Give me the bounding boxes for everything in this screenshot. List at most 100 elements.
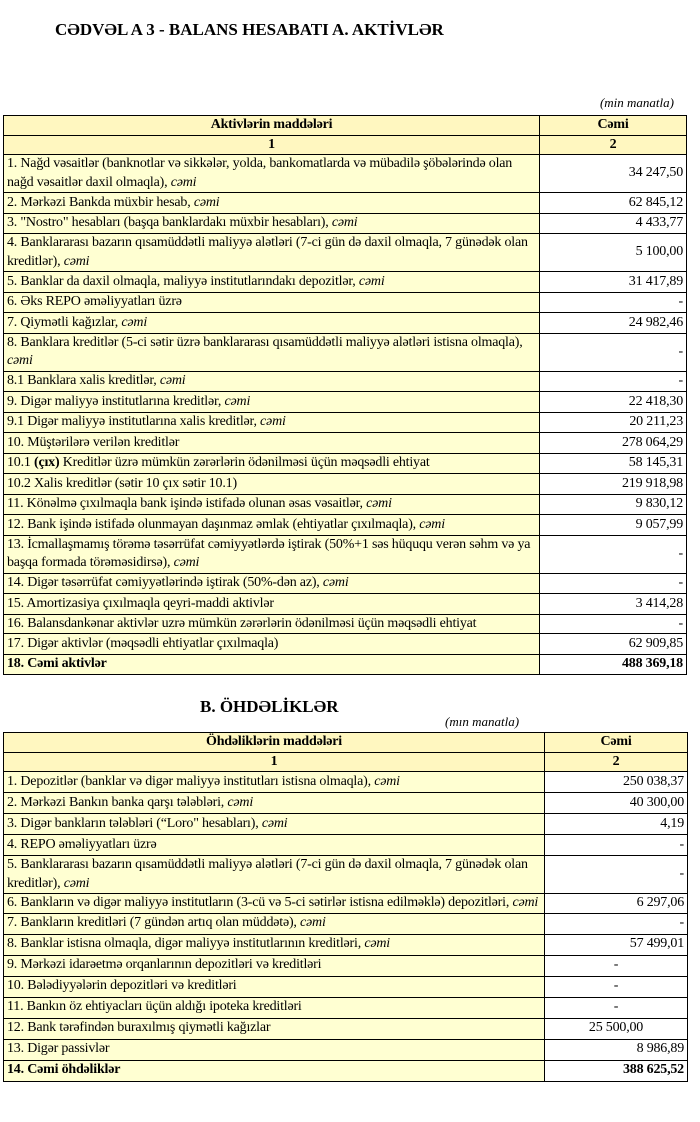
table-row: 6. Əks REPO əməliyyatları üzrə - (3, 291, 687, 313)
table-row: 8. Banklara kreditlər (5-ci sətir üzrə b… (3, 332, 687, 372)
table-row: 7. Bankların kreditləri (7 gündən artıq … (3, 912, 688, 935)
row-value: 388 625,52 (544, 1059, 688, 1082)
table-row: 12. Bank işində istifadə olunmayan daşın… (3, 514, 687, 536)
header-row: Aktivlərin maddələri Cəmi (3, 115, 687, 136)
row-label: 7. Qiymətli kağızlar, cəmi (3, 312, 540, 334)
table-row: 11. Bankın öz ehtiyacları üçün aldığı ip… (3, 996, 688, 1019)
row-label: 11. Könəlmə çıxılmaqla bank işində istif… (3, 493, 540, 515)
row-label-segment: 1. Depozitlər (banklar və digər maliyyə … (7, 773, 375, 789)
row-value: 40 300,00 (544, 792, 688, 814)
row-label: 9.1 Digər maliyyə institutlarına xalis k… (3, 411, 540, 433)
row-value: 58 145,31 (539, 452, 687, 474)
row-label-segment: 17. Digər aktivlər (məqsədli ehtiyatlar … (7, 635, 279, 651)
assets-table: Aktivlərin maddələri Cəmi 1 2 1. Nağd və… (3, 115, 687, 675)
row-label-segment: 6. Əks REPO əməliyyatları üzrə (7, 294, 182, 309)
table-row: 13. İcmallaşmamış törəmə təsərrüfat cəmi… (3, 534, 687, 574)
total-row: 18. Cəmi aktivlər 488 369,18 (3, 653, 687, 675)
table-row: 16. Balansdankənar aktivlər uzrə mümkün … (3, 613, 687, 634)
row-label-segment: cəmi (170, 174, 197, 190)
row-value: 5 100,00 (539, 233, 687, 272)
row-value: - (539, 613, 687, 634)
row-label-segment: cəmi (512, 895, 539, 910)
row-label-segment: cəmi (374, 773, 400, 789)
row-label-segment: 2. Mərkəzi Bankda müxbir hesab, (7, 194, 194, 210)
table-row: 14. Digər təsərrüfat cəmiyyətlərində işt… (3, 572, 687, 594)
section-b-title: B. ÖHDƏLİKLƏR (200, 697, 339, 716)
row-value: - (544, 954, 688, 977)
row-value: - (544, 855, 688, 894)
row-value: - (544, 975, 688, 998)
row-label-segment: cəmi (366, 496, 392, 511)
row-label-segment: 9. Digər maliyyə institutlarına kreditlə… (7, 393, 225, 409)
table-row: 4. REPO əməliyyatları üzrə - (3, 834, 688, 856)
row-label: 10.1 (çıx) Kreditlər üzrə mümkün zərərlə… (3, 452, 540, 474)
row-label: 12. Bank tərəfindən buraxılmış qiymətli … (3, 1017, 545, 1040)
row-value: 9 057,99 (539, 514, 687, 536)
row-label: 4. Banklararası bazarın qısamüddətli mal… (3, 233, 540, 272)
table-row: 3. "Nostro" hesabları (başqa banklardakı… (3, 212, 687, 234)
row-label-segment: 7. Bankların kreditləri (7 gündən artıq … (7, 915, 301, 931)
row-label: 1. Nağd vəsaitlər (banknotlar və sikkələ… (3, 154, 540, 193)
row-value: 25 500,00 (544, 1017, 688, 1040)
row-label-segment: cəmi (193, 194, 220, 210)
row-label: 8. Banklara kreditlər (5-ci sətir üzrə b… (3, 332, 540, 372)
row-value: - (539, 332, 687, 372)
row-label-segment: 8. Banklara kreditlər (5-ci sətir üzrə b… (7, 334, 523, 350)
row-label-segment: 8. Banklar istisna olmaqla, digər maliyy… (7, 936, 365, 952)
table-row: 11. Könəlmə çıxılmaqla bank işində istif… (3, 493, 687, 515)
row-value: 34 247,50 (539, 154, 687, 193)
row-value: 9 830,12 (539, 493, 687, 515)
row-value: 3 414,28 (539, 593, 687, 615)
row-label-segment: cəmi (260, 414, 286, 429)
table-row: 5. Banklar da daxil olmaqla, maliyyə ins… (3, 271, 687, 293)
row-label: 2. Mərkəzi Bankın banka qarşı tələbləri,… (3, 792, 545, 814)
row-label-segment: 13. İcmallaşmamış törəmə təsərrüfat cəmi… (7, 536, 531, 571)
table-row: 9.1 Digər maliyyə institutlarına xalis k… (3, 411, 687, 433)
row-label-segment: 9. Mərkəzi idarəetmə orqanlarının depozi… (7, 957, 322, 973)
row-label-segment: cəmi (63, 875, 90, 891)
row-label: 15. Amortizasiya çıxılmaqla qeyri-maddi … (3, 593, 540, 615)
row-label: 5. Banklar da daxil olmaqla, maliyyə ins… (3, 271, 540, 293)
row-label-segment: 2. Mərkəzi Bankın banka qarşı tələbləri, (7, 794, 228, 810)
table-row: 4. Banklararası bazarın qısamüddətli mal… (3, 233, 687, 272)
row-label-segment: 11. Bankın öz ehtiyacları üçün aldığı ip… (7, 999, 302, 1015)
row-value: - (544, 912, 688, 935)
row-label: 8.1 Banklara xalis kreditlər, cəmi (3, 370, 540, 392)
row-label: 6. Bankların və digər maliyyə institutla… (3, 893, 545, 914)
row-label: 1. Depozitlər (banklar və digər maliyyə … (3, 771, 545, 793)
row-value: - (539, 572, 687, 594)
table-row: 2. Mərkəzi Bankın banka qarşı tələbləri,… (3, 792, 688, 814)
table-row: 10. Bələdiyyələrin depozitləri və kredit… (3, 975, 688, 998)
section-a-title: CƏDVƏL A 3 - BALANS HESABATI A. AKTİVLƏR (55, 20, 444, 39)
row-label-segment: 16. Balansdankənar aktivlər uzrə mümkün … (7, 615, 477, 631)
header-row: Öhdəliklərin maddələri Cəmi (3, 732, 688, 753)
row-label-segment: 14. Cəmi öhdəliklər (7, 1062, 121, 1078)
column-number-row: 1 2 (3, 134, 687, 155)
row-label-segment: cəmi (121, 314, 148, 330)
row-label: 5. Banklararası bazarın qısamüddətli mal… (3, 855, 545, 894)
row-label-segment: cəmi (7, 353, 33, 368)
row-label: 7. Bankların kreditləri (7 gündən artıq … (3, 912, 545, 935)
row-label: 13. Digər passivlər (3, 1038, 545, 1061)
row-value: - (539, 291, 687, 313)
row-value: 488 369,18 (539, 653, 687, 675)
row-label-segment: cəmi (322, 575, 349, 590)
row-label: 16. Balansdankənar aktivlər uzrə mümkün … (3, 613, 540, 634)
table-row: 7. Qiymətli kağızlar, cəmi 24 982,46 (3, 312, 687, 334)
row-label-segment: cəmi (331, 215, 358, 230)
row-label-segment: cəmi (358, 273, 385, 289)
row-label: 18. Cəmi aktivlər (3, 653, 540, 675)
row-value: 4,19 (544, 813, 688, 835)
row-value: 250 038,37 (544, 771, 688, 793)
row-label-segment: cəmi (63, 253, 90, 269)
row-label-segment: 10. Bələdiyyələrin depozitləri və kredit… (7, 978, 237, 994)
table-row: 10.1 (çıx) Kreditlər üzrə mümkün zərərlə… (3, 452, 687, 474)
row-value: 62 845,12 (539, 192, 687, 214)
row-label-segment: 6. Bankların və digər maliyyə institutla… (7, 895, 513, 910)
row-label: 6. Əks REPO əməliyyatları üzrə (3, 291, 540, 313)
column-header-items: Aktivlərin maddələri (3, 115, 540, 136)
row-label-segment: 15. Amortizasiya çıxılmaqla qeyri-maddi … (7, 595, 274, 611)
table-row: 8. Banklar istisna olmaqla, digər maliyy… (3, 933, 688, 956)
row-label-segment: 5. Banklararası bazarın qısamüddətli mal… (7, 857, 528, 891)
